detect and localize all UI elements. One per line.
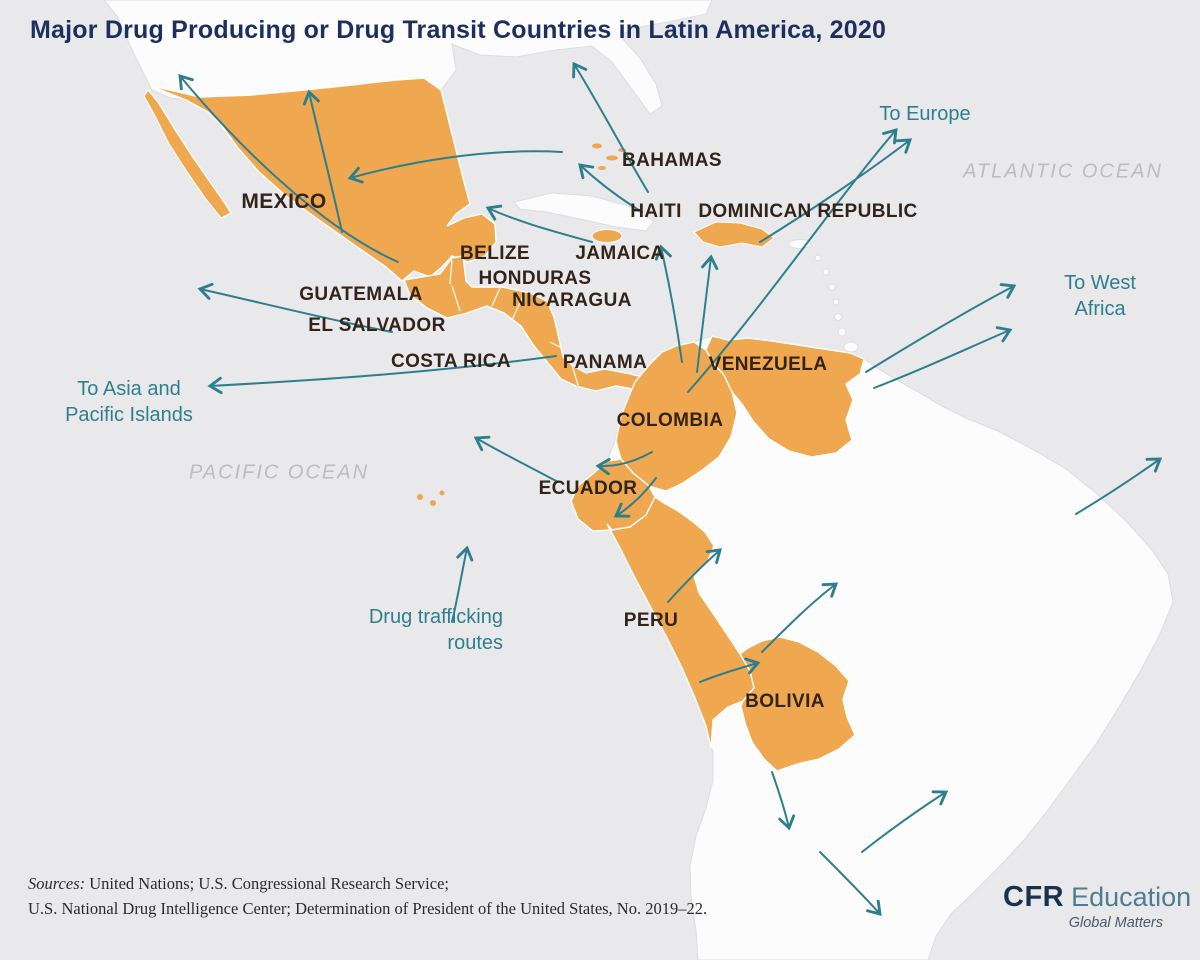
cfr-education-logo: CFR Education Global Matters [1003,881,1191,931]
route-arrow [761,582,839,653]
country-label-guatemala: GUATEMALA [299,284,423,305]
central-america-borders [449,259,579,386]
route-arrow [687,128,898,393]
ocean-label-atlantic: ATLANTIC OCEAN [963,160,1163,183]
country-label-el-salvador: EL SALVADOR [308,315,446,336]
route-label-to-west-africa: To West Africa [1064,272,1136,320]
route-label-drug-trafficking-routes: Drug trafficking routes [368,606,503,654]
route-arrow [178,74,399,263]
route-arrow [759,138,913,243]
peru-shape [606,495,755,749]
sources-text-1: United Nations; U.S. Congressional Resea… [85,874,449,893]
logo-cfr-text: CFR [1003,881,1065,913]
logo-education-text: Education [1071,882,1192,912]
sources-line-2: U.S. National Drug Intelligence Center; … [28,898,708,918]
venezuela-shape [705,335,865,458]
country-label-mexico: MEXICO [241,190,327,213]
lesser-antilles-islands [814,254,859,353]
route-label-to-asia-pacific: To Asia and Pacific Islands [65,378,193,426]
colombia-shape [615,341,738,492]
route-arrow [699,657,761,683]
country-label-jamaica: JAMAICA [575,243,665,264]
sources-line-1: Sources: United Nations; U.S. Congressio… [28,872,707,897]
cuba-island [513,192,655,232]
route-arrow [667,548,722,603]
ocean-label-pacific: PACIFIC OCEAN [188,461,370,484]
route-arrow [1075,457,1163,515]
bahamas-islands [592,143,626,170]
route-arrow [865,283,1017,373]
country-label-colombia: COLOMBIA [616,410,724,431]
route-label-to-europe: To Europe [879,103,971,125]
trafficking-route-arrows [178,61,1163,916]
route-arrow [873,326,1013,389]
jamaica-island [591,229,623,243]
route-arrow [613,477,657,518]
sources-note: Sources: United Nations; U.S. Congressio… [28,872,707,922]
country-label-venezuela: VENEZUELA [708,354,828,375]
central-america-shape [403,255,644,392]
sources-label: Sources: [28,874,86,893]
country-label-belize: BELIZE [460,243,530,264]
route-arrow [861,790,949,853]
country-label-honduras: HONDURAS [478,268,592,289]
country-label-peru: PERU [623,610,679,631]
route-arrow [654,244,683,363]
route-arrow [451,545,474,623]
logo-wordmark: CFR Education [1003,881,1191,914]
bolivia-shape [739,636,856,772]
country-label-panama: PANAMA [562,352,648,373]
country-label-dominican-republic: DOMINICAN REPUBLIC [698,201,918,222]
route-arrow [207,355,557,395]
route-arrow [771,771,796,831]
country-label-bolivia: BOLIVIA [745,691,825,712]
country-label-ecuador: ECUADOR [538,478,638,499]
galapagos-islands [417,490,445,506]
mexico-shape [151,77,497,282]
route-arrow [578,163,643,213]
route-arrow [347,150,563,184]
route-arrow [595,451,653,476]
route-arrow [485,204,593,243]
country-label-nicaragua: NICARAGUA [512,290,632,311]
country-label-bahamas: BAHAMAS [622,150,722,171]
logo-tagline-text: Global Matters [1068,915,1163,931]
country-label-costa-rica: COSTA RICA [390,351,512,372]
route-arrow [302,89,343,233]
route-arrow [819,851,882,916]
hispaniola-island [693,221,775,248]
baja-california-shape [143,88,232,219]
page-title: Major Drug Producing or Drug Transit Cou… [30,16,887,44]
route-arrow [197,282,393,333]
route-arrow [696,254,719,373]
country-label-haiti: HAITI [630,201,682,222]
route-arrow [473,435,559,483]
route-arrow [572,61,649,193]
